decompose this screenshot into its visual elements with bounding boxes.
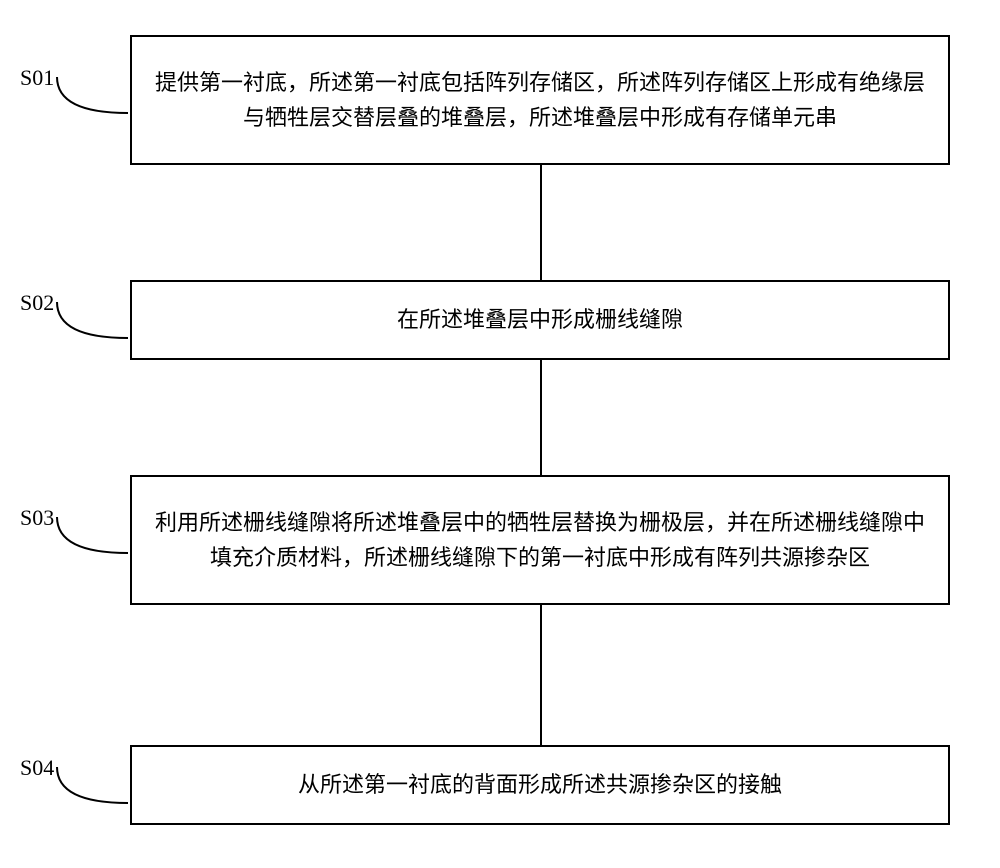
step-text-s03: 利用所述栅线缝隙将所述堆叠层中的牺牲层替换为栅极层，并在所述栅线缝隙中填充介质材… <box>152 505 928 575</box>
flowchart-canvas: S01 提供第一衬底，所述第一衬底包括阵列存储区，所述阵列存储区上形成有绝缘层与… <box>0 0 1000 868</box>
connector-3-4 <box>540 605 542 745</box>
step-box-s04: 从所述第一衬底的背面形成所述共源掺杂区的接触 <box>130 745 950 825</box>
step-text-s02: 在所述堆叠层中形成栅线缝隙 <box>397 302 683 337</box>
step-box-s02: 在所述堆叠层中形成栅线缝隙 <box>130 280 950 360</box>
step-curve-s01 <box>55 75 130 115</box>
step-label-s02: S02 <box>20 290 54 316</box>
step-box-s01: 提供第一衬底，所述第一衬底包括阵列存储区，所述阵列存储区上形成有绝缘层与牺牲层交… <box>130 35 950 165</box>
step-curve-s02 <box>55 300 130 340</box>
step-text-s01: 提供第一衬底，所述第一衬底包括阵列存储区，所述阵列存储区上形成有绝缘层与牺牲层交… <box>152 65 928 135</box>
step-text-s04: 从所述第一衬底的背面形成所述共源掺杂区的接触 <box>298 767 782 802</box>
step-label-s03: S03 <box>20 505 54 531</box>
step-label-s01: S01 <box>20 65 54 91</box>
step-curve-s04 <box>55 765 130 805</box>
step-label-s04: S04 <box>20 755 54 781</box>
connector-2-3 <box>540 360 542 475</box>
step-curve-s03 <box>55 515 130 555</box>
connector-1-2 <box>540 165 542 280</box>
step-box-s03: 利用所述栅线缝隙将所述堆叠层中的牺牲层替换为栅极层，并在所述栅线缝隙中填充介质材… <box>130 475 950 605</box>
